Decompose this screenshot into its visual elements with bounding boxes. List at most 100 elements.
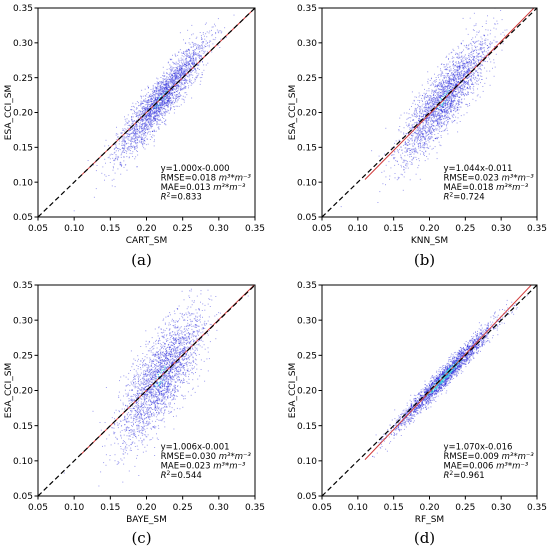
data-point [469, 104, 471, 106]
data-point [153, 91, 155, 93]
data-point [169, 101, 171, 103]
data-point [403, 112, 405, 114]
data-point [186, 60, 188, 62]
data-point [412, 119, 414, 121]
data-point [172, 89, 173, 91]
data-point [438, 101, 440, 103]
data-point [148, 114, 149, 116]
data-point [158, 94, 159, 96]
data-point [135, 147, 137, 149]
data-point [164, 84, 166, 86]
data-point [440, 98, 442, 100]
data-point [171, 68, 173, 70]
data-point [463, 95, 465, 97]
data-point [156, 96, 158, 98]
data-point [100, 154, 102, 156]
data-point [189, 65, 191, 67]
data-point [485, 40, 487, 41]
data-point [465, 45, 467, 47]
data-point [476, 55, 478, 57]
data-point [420, 107, 422, 109]
data-point [417, 124, 419, 126]
data-point [140, 120, 142, 122]
data-point [135, 123, 137, 125]
data-point [428, 118, 430, 120]
data-point [179, 73, 181, 75]
data-point [455, 88, 457, 90]
data-point [144, 132, 146, 133]
data-point [452, 73, 454, 75]
data-point [411, 91, 413, 93]
data-point [472, 55, 474, 57]
data-point [189, 57, 191, 59]
data-point [161, 86, 163, 88]
data-point [157, 94, 159, 96]
data-point [453, 67, 454, 69]
data-point [198, 46, 200, 48]
data-point [185, 63, 187, 65]
data-point [187, 75, 189, 77]
data-point [179, 73, 181, 75]
data-point [417, 143, 419, 145]
data-point [200, 80, 202, 82]
data-point [179, 49, 181, 51]
data-point [163, 82, 165, 83]
data-point [169, 87, 171, 89]
data-point [456, 102, 458, 104]
data-point [140, 116, 141, 118]
data-point [119, 149, 121, 151]
data-point [440, 113, 442, 115]
data-point [156, 93, 158, 94]
data-point [144, 140, 146, 142]
data-point [176, 68, 178, 70]
data-point [170, 102, 172, 104]
data-point [450, 93, 452, 95]
data-point [453, 106, 455, 108]
data-point [169, 109, 171, 111]
data-point [148, 107, 150, 109]
data-point [431, 125, 433, 127]
data-point [150, 112, 152, 114]
data-point [163, 96, 165, 98]
data-point [394, 177, 396, 179]
data-point [419, 129, 421, 131]
data-point [442, 75, 444, 76]
data-point [145, 108, 146, 110]
data-point [185, 79, 187, 81]
data-point [465, 57, 467, 59]
data-point [153, 101, 155, 103]
data-point [425, 127, 427, 129]
data-point [171, 77, 173, 79]
data-point [131, 140, 133, 142]
data-point [447, 75, 449, 77]
data-point [158, 95, 160, 97]
data-point [463, 74, 465, 76]
data-point [173, 79, 175, 81]
data-point [139, 141, 141, 143]
data-point [436, 107, 438, 109]
data-point [435, 107, 437, 109]
data-point [108, 156, 110, 158]
data-point [456, 56, 458, 58]
data-point [125, 129, 127, 131]
data-point [394, 164, 396, 166]
data-point [162, 78, 164, 80]
data-point [144, 115, 146, 117]
data-point [208, 44, 210, 46]
data-point [450, 103, 452, 105]
data-point [470, 43, 472, 45]
data-point [430, 98, 432, 100]
data-point [418, 119, 420, 121]
data-point [168, 92, 170, 94]
data-point [431, 106, 433, 108]
data-point [451, 120, 453, 122]
data-point [485, 43, 487, 45]
data-point [458, 65, 460, 67]
data-point [164, 90, 166, 92]
data-point [459, 93, 461, 95]
data-point [444, 102, 446, 104]
data-point [168, 87, 169, 88]
data-point [129, 133, 131, 135]
data-point [411, 128, 413, 130]
data-point [165, 110, 167, 112]
